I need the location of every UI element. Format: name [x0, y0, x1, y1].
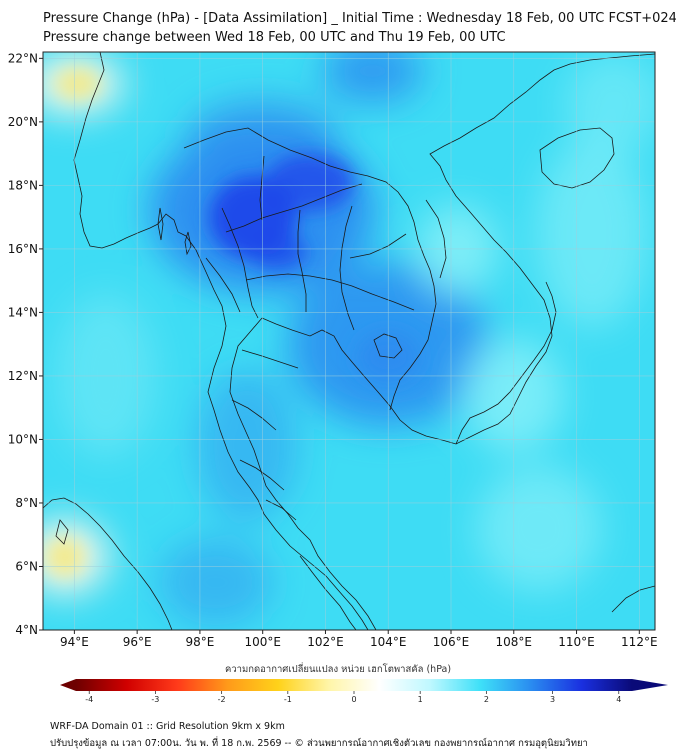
pressure-change-map: 4°N 6°N 8°N 10°N 12°N 14°N 16°N 18°N 20°N 22°N 94… — [8, 51, 668, 704]
colorbar-tick-label: 2 — [484, 695, 489, 704]
lon-tick-label: 108°E — [496, 635, 533, 649]
colorbar-tick-label: -2 — [218, 695, 226, 704]
lon-tick-label: 98°E — [185, 635, 214, 649]
lat-tick-label: 16°N — [8, 242, 38, 256]
map-subtitle: Pressure change between Wed 18 Feb, 00 U… — [43, 30, 506, 45]
footer-update-info: ปรับปรุงข้อมูล ณ เวลา 07:00น. วัน พ. ที่… — [50, 738, 588, 749]
lon-tick-label: 96°E — [123, 635, 152, 649]
lon-tick-label: 110°E — [558, 635, 595, 649]
colorbar-tick-label: -1 — [284, 695, 292, 704]
colorbar-label: ความกดอากาศเปลี่ยนแปลง หน่วย เฮกโตพาสคัล… — [224, 664, 452, 675]
lat-tick-label: 8°N — [15, 496, 38, 510]
lon-tick-label: 106°E — [433, 635, 470, 649]
lat-tick-label: 18°N — [8, 178, 38, 192]
colorbar-tick-label: -4 — [85, 695, 93, 704]
colorbar-tick-label: 3 — [550, 695, 555, 704]
colorbar-gradient — [76, 679, 632, 691]
lat-tick-label: 10°N — [8, 432, 38, 446]
lon-tick-label: 100°E — [244, 635, 281, 649]
lat-tick-label: 4°N — [15, 623, 38, 637]
footer-model-info: WRF-DA Domain 01 :: Grid Resolution 9km … — [50, 721, 285, 732]
lon-tick-label: 94°E — [60, 635, 89, 649]
colorbar-max-extension — [632, 679, 668, 691]
lon-tick-label: 112°E — [621, 635, 658, 649]
colorbar-tick-label: 0 — [351, 695, 356, 704]
longitude-axis: 94°E 96°E 98°E 100°E 102°E 104°E 106°E 108°E 110… — [60, 630, 658, 649]
lat-tick-label: 20°N — [8, 115, 38, 129]
gridlines — [43, 52, 655, 630]
colorbar-tick-label: -3 — [151, 695, 159, 704]
lat-tick-label: 12°N — [8, 369, 38, 383]
lat-tick-label: 6°N — [15, 559, 38, 573]
map-title: Pressure Change (hPa) - [Data Assimilati… — [43, 11, 676, 26]
colorbar-tick-label: 1 — [418, 695, 423, 704]
lat-tick-label: 22°N — [8, 51, 38, 65]
lat-tick-label: 14°N — [8, 305, 38, 319]
lon-tick-label: 102°E — [307, 635, 344, 649]
colorbar-min-extension — [60, 679, 76, 691]
lon-tick-label: 104°E — [370, 635, 407, 649]
colorbar: -4 -3 -2 -1 0 1 2 3 4 — [60, 679, 668, 704]
colorbar-tick-label: 4 — [616, 695, 621, 704]
latitude-axis: 4°N 6°N 8°N 10°N 12°N 14°N 16°N 18°N 20°N 22°N — [8, 51, 43, 637]
map-frame — [42, 51, 656, 631]
pressure-field — [43, 52, 655, 630]
